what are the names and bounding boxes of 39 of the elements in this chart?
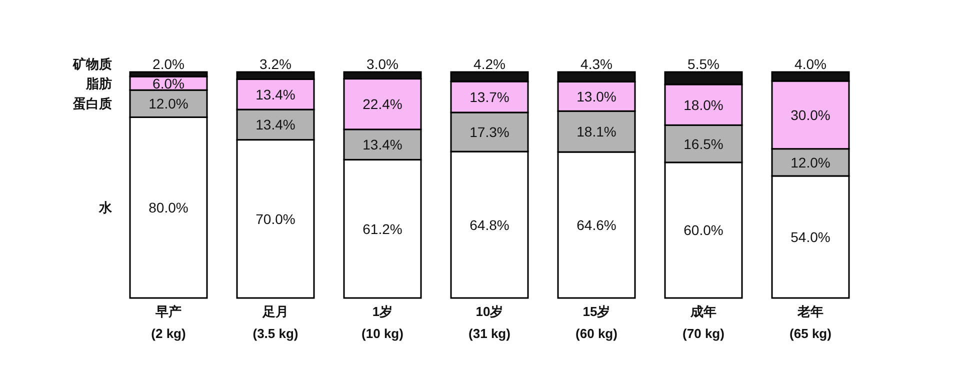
- data-label: 4.2%: [474, 56, 506, 72]
- data-label: 12.0%: [148, 96, 188, 112]
- data-label: 3.2%: [260, 56, 292, 72]
- data-label: 4.3%: [580, 56, 612, 72]
- data-label: 64.8%: [470, 216, 510, 233]
- data-label: 4.0%: [794, 56, 826, 72]
- data-label: 6.0%: [152, 75, 184, 92]
- series-label: 矿物质: [72, 56, 112, 72]
- data-label: 13.4%: [256, 116, 296, 133]
- data-label: 18.1%: [576, 124, 616, 140]
- data-label: 70.0%: [256, 210, 296, 227]
- data-label: 64.6%: [576, 217, 616, 233]
- data-label: 13.0%: [576, 88, 616, 104]
- x-tick-label: 15岁 (60 kg): [576, 304, 618, 341]
- series-label: 脂肪: [85, 76, 112, 91]
- x-tick-label: 1岁 (10 kg): [362, 304, 404, 341]
- data-label: 13.7%: [470, 88, 510, 105]
- x-tick-label: 早产 (2 kg): [151, 304, 186, 341]
- data-label: 12.0%: [790, 154, 830, 170]
- x-tick-label: 老年 (65 kg): [790, 304, 832, 341]
- series-label: 蛋白质: [72, 96, 112, 112]
- x-tick-label: 成年 (70 kg): [682, 304, 724, 341]
- data-label: 13.4%: [256, 86, 296, 102]
- data-label: 18.0%: [684, 96, 724, 113]
- data-label: 22.4%: [362, 96, 402, 112]
- data-label: 2.0%: [152, 56, 184, 72]
- data-label: 61.2%: [362, 220, 402, 237]
- x-tick-label: 足月 (3.5 kg): [252, 304, 298, 341]
- x-tick-label: 10岁 (31 kg): [468, 304, 510, 341]
- data-label: 13.4%: [362, 136, 402, 153]
- data-label: 17.3%: [470, 124, 510, 140]
- data-label: 60.0%: [684, 222, 724, 238]
- data-label: 3.0%: [366, 56, 398, 72]
- series-label: 水: [98, 200, 113, 216]
- data-label: 80.0%: [148, 200, 188, 216]
- data-label: 5.5%: [688, 56, 720, 72]
- data-label: 30.0%: [790, 106, 830, 123]
- data-label: 54.0%: [790, 228, 830, 245]
- data-label: 16.5%: [684, 136, 724, 152]
